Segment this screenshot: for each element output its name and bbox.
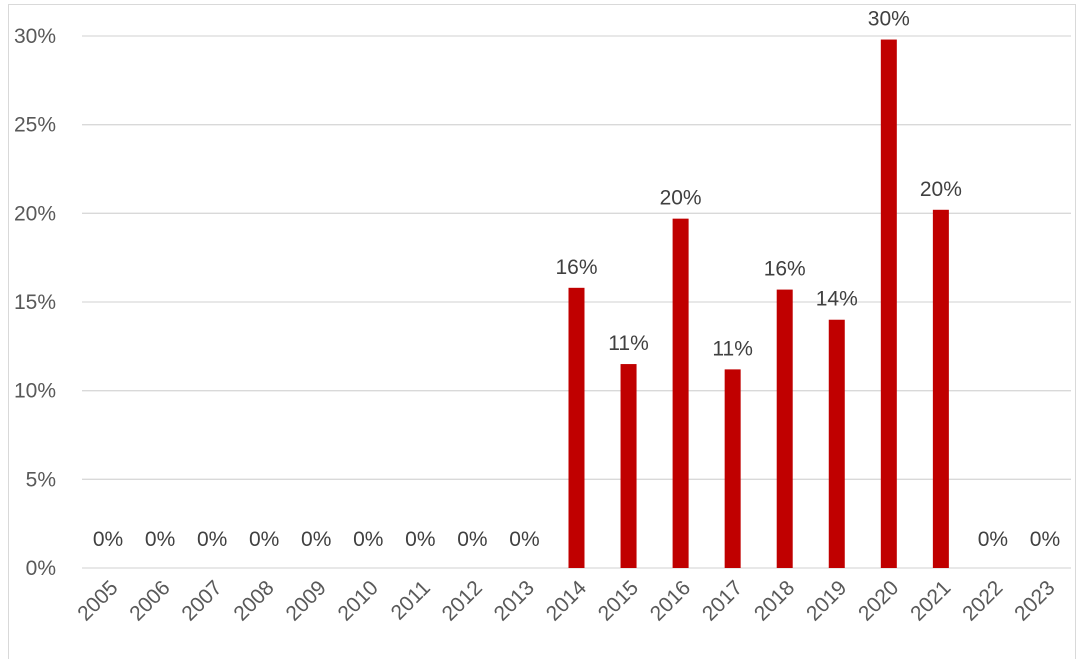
- y-tick-label: 30%: [14, 25, 56, 48]
- x-tick-label: 2017: [698, 576, 747, 625]
- data-label-2006: 0%: [145, 528, 175, 551]
- y-tick-label: 15%: [14, 291, 56, 314]
- data-label-2008: 0%: [249, 528, 279, 551]
- chart-frame: [8, 4, 1076, 659]
- x-tick-label: 2012: [438, 576, 487, 625]
- x-tick-label: 2015: [594, 576, 643, 625]
- x-tick-label: 2014: [542, 576, 592, 626]
- y-tick-label: 0%: [26, 557, 56, 580]
- x-tick-label: 2020: [854, 576, 903, 625]
- x-tick-label: 2019: [802, 576, 851, 625]
- x-tick-label: 2008: [229, 576, 278, 625]
- x-tick-label: 2011: [387, 576, 435, 624]
- y-axis-tick-labels: 0% 5% 10% 15% 20% 25% 30%: [14, 25, 56, 580]
- data-labels: 0% 0% 0% 0% 0% 0% 0% 0% 0% 16% 11% 20% 11% 16% 14% 30% 2…: [93, 8, 1060, 551]
- x-tick-label: 2022: [958, 576, 1007, 625]
- data-label-2007: 0%: [197, 528, 227, 551]
- x-tick-label: 2023: [1010, 576, 1059, 625]
- x-tick-label: 2010: [334, 576, 383, 625]
- bar-2019: [828, 319, 845, 568]
- bar-2020: [880, 39, 897, 568]
- data-label-2015: 11%: [608, 332, 648, 355]
- x-tick-label: 2009: [281, 576, 330, 625]
- data-label-2014: 16%: [555, 256, 597, 279]
- data-label-2018: 16%: [764, 258, 806, 281]
- bar-2017: [724, 369, 741, 568]
- data-label-2009: 0%: [301, 528, 331, 551]
- x-tick-label: 2005: [73, 576, 122, 625]
- bar-2014: [568, 287, 585, 568]
- x-tick-label: 2016: [646, 576, 695, 625]
- y-tick-label: 25%: [14, 114, 56, 137]
- data-label-2017: 11%: [712, 337, 752, 360]
- x-axis-tick-labels: 2005 2006 2007 2008 2009 2010 2011 2012 2013 2014…: [73, 576, 1059, 626]
- x-tick-label: 2007: [177, 576, 226, 625]
- data-label-2012: 0%: [457, 528, 487, 551]
- data-label-2011: 0%: [405, 528, 435, 551]
- data-label-2023: 0%: [1030, 528, 1060, 551]
- data-label-2022: 0%: [978, 528, 1008, 551]
- data-label-2016: 20%: [660, 187, 702, 210]
- bar-2018: [776, 289, 793, 568]
- data-label-2013: 0%: [509, 528, 539, 551]
- bar-2016: [672, 218, 689, 569]
- x-tick-label: 2021: [906, 576, 955, 625]
- data-label-2021: 20%: [920, 178, 962, 201]
- y-tick-label: 5%: [26, 468, 56, 491]
- bar-2015: [620, 364, 637, 568]
- x-tick-label: 2006: [125, 576, 174, 625]
- bars: [568, 39, 949, 569]
- data-label-2020: 30%: [868, 8, 910, 31]
- data-label-2019: 14%: [816, 288, 858, 311]
- x-tick-label: 2018: [750, 576, 799, 625]
- y-tick-label: 10%: [14, 380, 56, 403]
- x-tick-label: 2013: [490, 576, 539, 625]
- y-tick-label: 20%: [14, 202, 56, 225]
- data-label-2005: 0%: [93, 528, 123, 551]
- bar-2021: [932, 209, 949, 568]
- data-label-2010: 0%: [353, 528, 383, 551]
